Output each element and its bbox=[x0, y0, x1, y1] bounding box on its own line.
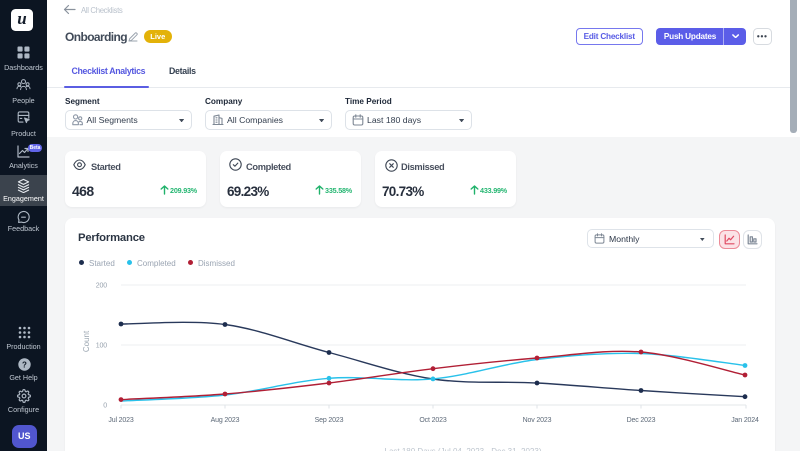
svg-text:?: ? bbox=[22, 360, 27, 369]
svg-text:Count: Count bbox=[82, 330, 91, 352]
svg-text:Jan 2024: Jan 2024 bbox=[731, 417, 759, 424]
svg-text:100: 100 bbox=[96, 343, 107, 350]
svg-text:Sep 2023: Sep 2023 bbox=[315, 417, 344, 424]
svg-text:Aug 2023: Aug 2023 bbox=[211, 417, 240, 424]
svg-text:0: 0 bbox=[103, 403, 107, 410]
svg-text:Jul 2023: Jul 2023 bbox=[108, 417, 134, 424]
svg-text:Nov 2023: Nov 2023 bbox=[523, 417, 552, 424]
svg-text:Dec 2023: Dec 2023 bbox=[627, 417, 656, 424]
svg-text:Oct 2023: Oct 2023 bbox=[419, 417, 446, 424]
svg-text:200: 200 bbox=[96, 283, 107, 290]
